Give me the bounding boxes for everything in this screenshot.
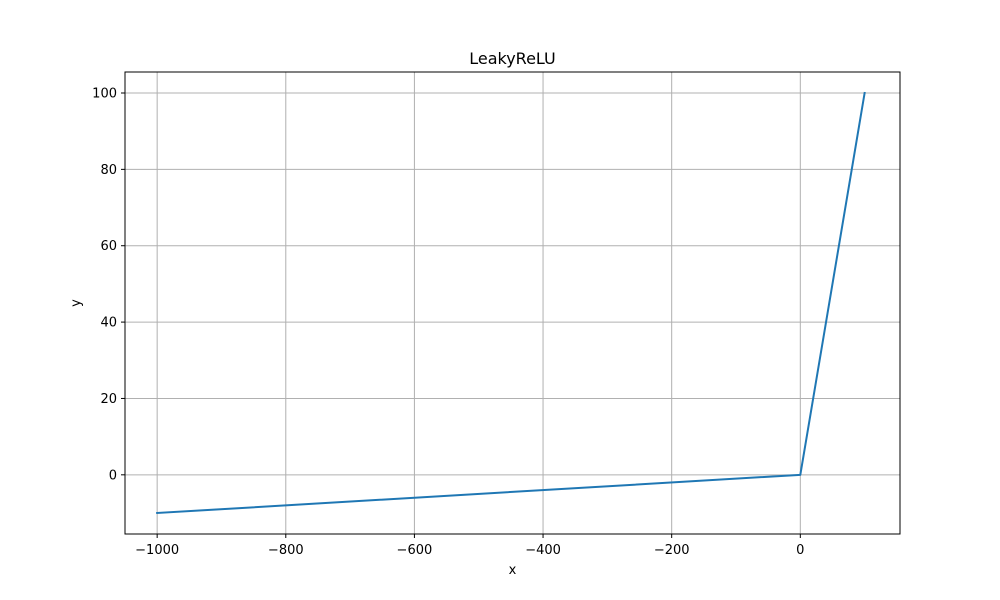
x-axis-label: x [509, 563, 517, 578]
y-tick-label: 60 [100, 239, 117, 254]
x-tick-label: −200 [654, 543, 690, 558]
x-tick-label: −1000 [135, 543, 179, 558]
x-tick-label: −600 [397, 543, 433, 558]
series-layer [156, 91, 866, 515]
y-tick-label: 0 [109, 468, 117, 483]
x-tick-label: −800 [268, 543, 304, 558]
x-tick-label: −400 [525, 543, 561, 558]
grid-lines [125, 72, 900, 534]
x-tick-label: 0 [796, 543, 804, 558]
y-tick-label: 100 [92, 87, 117, 102]
y-tick-label: 80 [100, 163, 117, 178]
ticks: −1000 −800 −600 −400 −200 0 0 20 40 60 80 100 [92, 87, 804, 559]
y-tick-label: 40 [100, 316, 117, 331]
series-line [156, 91, 866, 515]
plot-area [125, 72, 900, 534]
chart-title: LeakyReLU [469, 49, 556, 68]
plot-frame [124, 71, 901, 535]
y-tick-label: 20 [100, 392, 117, 407]
y-axis-label: y [69, 299, 84, 307]
